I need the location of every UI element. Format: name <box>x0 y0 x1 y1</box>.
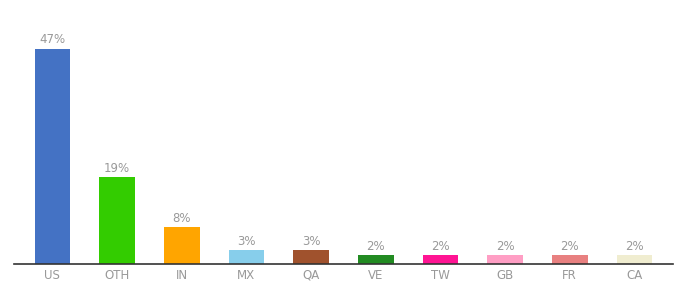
Bar <box>422 255 458 264</box>
Bar <box>488 255 523 264</box>
Text: 8%: 8% <box>173 212 191 225</box>
Bar <box>358 255 394 264</box>
Bar <box>35 49 70 264</box>
Text: 2%: 2% <box>496 239 514 253</box>
Text: 2%: 2% <box>625 239 644 253</box>
Text: 2%: 2% <box>367 239 385 253</box>
Text: 2%: 2% <box>560 239 579 253</box>
Bar <box>99 177 135 264</box>
Bar <box>164 227 199 264</box>
Bar <box>552 255 588 264</box>
Text: 19%: 19% <box>104 162 130 175</box>
Bar <box>617 255 652 264</box>
Text: 47%: 47% <box>39 33 65 46</box>
Bar <box>228 250 265 264</box>
Text: 2%: 2% <box>431 239 449 253</box>
Text: 3%: 3% <box>237 235 256 248</box>
Bar <box>293 250 329 264</box>
Text: 3%: 3% <box>302 235 320 248</box>
